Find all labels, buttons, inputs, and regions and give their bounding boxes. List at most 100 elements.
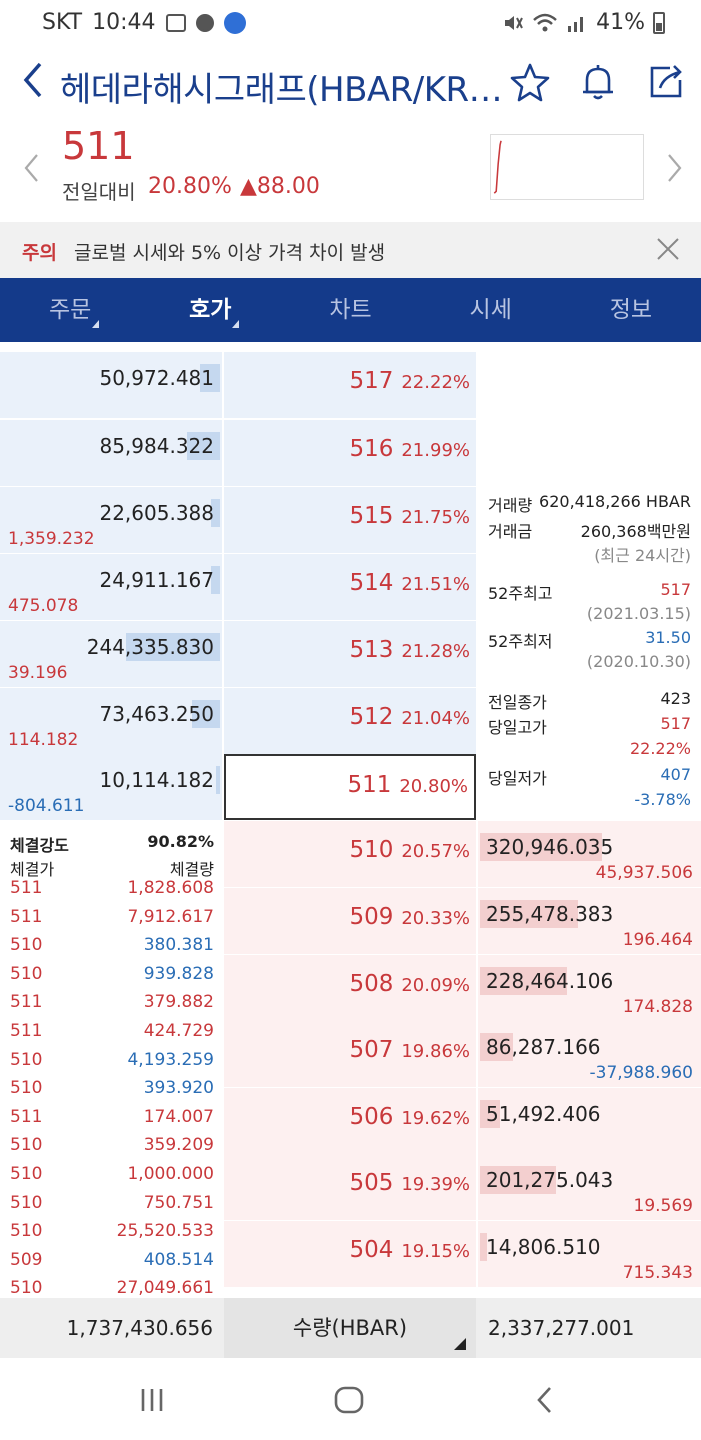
page-title: 헤데라해시그래프(HBAR/KR… [60,70,500,110]
mini-price-chart[interactable] [490,134,644,200]
bid-row[interactable]: 506 19.62% 51,492.406 [0,1088,701,1154]
ask-qty-change: 114.182 [8,730,79,750]
close-icon[interactable] [655,236,681,262]
ask-price-pct: 21.28% [401,641,470,662]
tab-dropdown-icon [232,320,240,328]
ask-price-pct: 21.75% [401,507,470,528]
trade-row: 510 750.751 [0,1193,222,1222]
unit-selector[interactable]: 수량(HBAR) [224,1298,476,1358]
bid-volume-bar [480,967,567,995]
favorite-star-icon[interactable] [510,62,550,102]
trade-history: 체결강도 90.82% 체결가 체결량 511 1,828.608 511 7,912.6… [0,826,222,1298]
ask-row[interactable]: 22,605.388 1,359.232 515 21.75% [0,487,701,553]
dropdown-corner-icon [454,1338,466,1350]
trade-row: 510 1,000.000 [0,1164,222,1193]
notice-tag: 주의 [22,242,57,264]
day-low-label: 당일저가 [488,769,547,788]
trade-qty: 1,828.608 [127,878,214,898]
gallery-icon [165,13,186,32]
period-note: (최근 24시간) [594,546,691,565]
low52-value: 31.50 [645,628,691,647]
share-icon[interactable] [646,62,686,102]
ask-row[interactable]: 244,335.830 39.196 513 21.28% [0,621,701,687]
bid-price-pct: 20.09% [401,975,470,996]
bid-row[interactable]: 508 20.09% 228,464.106 174.828 [0,955,701,1021]
price-gap-notice: 주의 글로벌 시세와 5% 이상 가격 차이 발생 [0,222,701,278]
trade-price: 511 [10,992,43,1013]
trade-qty: 380.381 [143,935,214,956]
day-high-value: 517 [660,714,691,733]
bell-icon[interactable] [578,62,618,102]
ask-price-cell: 515 21.75% [224,487,476,553]
ask-price: 516 [349,436,394,462]
bid-qty-cell: 320,946.035 45,937.506 [478,821,701,887]
ask-row[interactable]: 73,463.250 114.182 512 21.04% [0,688,701,754]
ask-row[interactable]: 85,984.322 516 21.99% [0,420,701,486]
ask-qty: 24,911.167 [99,568,214,592]
bid-price-pct: 19.15% [401,1241,470,1262]
bid-row[interactable]: 505 19.39% 201,275.043 19.569 [0,1154,701,1220]
ask-row-current[interactable]: 10,114.182 -804.611 511 20.80% [0,754,701,820]
bid-price-cell: 505 19.39% [224,1154,476,1220]
bid-price: 510 [349,837,394,863]
price-summary: 511 전일대비 20.80% ▲88.00 [0,122,701,222]
ask-qty-change: -804.611 [8,796,85,816]
low52-date: (2020.10.30) [586,652,691,671]
bid-price: 506 [349,1104,394,1130]
high52-value: 517 [660,580,691,599]
bid-price-pct: 19.86% [401,1041,470,1062]
tab-order[interactable]: 주문 [0,278,140,342]
day-high-pct: 22.22% [629,739,691,758]
bid-row[interactable]: 509 20.33% 255,478.383 196.464 [0,888,701,954]
bid-row[interactable]: 510 20.57% 320,946.035 45,937.506 [0,821,701,887]
bid-price-pct: 19.62% [401,1108,470,1129]
bid-qty-cell: 228,464.106 174.828 [478,955,701,1021]
tab-bar: 주문 호가 차트 시세 정보 [0,278,701,342]
strength-value: 90.82% [147,832,214,851]
tab-info-label: 정보 [609,297,653,323]
ask-qty-cell: 73,463.250 114.182 [0,688,222,754]
bid-qty: 86,287.166 [486,1035,601,1059]
trade-price: 510 [10,1078,43,1099]
ask-qty: 10,114.182 [99,768,214,792]
ask-row[interactable]: 50,972.481 517 22.22% [0,352,701,418]
trade-price-header: 체결가 [10,860,55,879]
trade-qty: 750.751 [143,1192,214,1213]
bid-qty: 51,492.406 [486,1102,601,1126]
ask-volume-bar [187,432,220,460]
back-icon[interactable] [530,1384,562,1416]
ask-row[interactable]: 24,911.167 475.078 514 21.51% [0,554,701,620]
tab-chart-label: 차트 [329,297,372,323]
prev-coin-icon[interactable] [22,152,42,184]
bid-volume-bar [480,1166,556,1194]
prev-close-label: 전일종가 [488,693,547,712]
tab-dropdown-icon [92,320,99,328]
change-amount: ▲88.00 [240,174,320,199]
bid-qty-change: 45,937.506 [595,863,693,883]
current-price: 511 [62,124,135,168]
ask-qty: 244,335.830 [86,635,214,659]
tab-info[interactable]: 정보 [561,278,701,342]
trade-row: 510 25,520.533 [0,1221,222,1250]
tab-chart[interactable]: 차트 [280,278,420,342]
system-nav-bar [0,1358,701,1440]
ask-price: 514 [349,570,394,596]
ask-volume-bar [192,700,220,728]
trade-qty: 393.920 [143,1078,214,1099]
back-arrow-icon[interactable] [18,60,48,100]
tab-orderbook[interactable]: 호가 [140,278,280,342]
ask-qty-cell: 85,984.322 [0,420,222,486]
trade-qty: 25,520.533 [116,1221,214,1242]
high52-label: 52주최고 [488,584,553,603]
order-book: 50,972.481 517 22.22% 85,984.322 516 21.99… [0,342,701,1298]
bid-row[interactable]: 507 19.86% 86,287.166 -37,988.960 [0,1021,701,1087]
home-icon[interactable] [333,1384,365,1416]
tab-market[interactable]: 시세 [421,278,561,342]
recent-apps-icon[interactable] [136,1384,168,1416]
ask-price-pct: 21.99% [401,440,470,461]
next-coin-icon[interactable] [664,152,684,184]
trade-qty-header: 체결량 [169,860,214,879]
notice-message: 글로벌 시세와 5% 이상 가격 차이 발생 [74,242,386,264]
ask-qty-cell: 244,335.830 39.196 [0,621,222,687]
bid-row[interactable]: 504 19.15% 14,806.510 715.343 [0,1221,701,1287]
